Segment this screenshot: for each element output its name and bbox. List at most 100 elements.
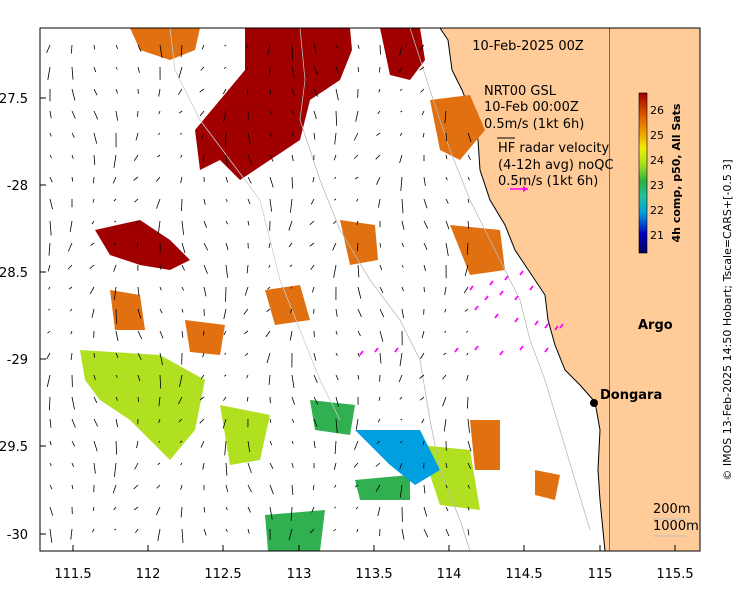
current-vector (398, 374, 403, 383)
current-vector (113, 286, 117, 301)
current-vector (313, 396, 319, 405)
current-vector (333, 528, 337, 532)
current-vector (247, 528, 250, 534)
current-vector (137, 352, 142, 360)
sst-patches (80, 28, 560, 551)
current-vector (334, 484, 337, 488)
current-vector (442, 374, 447, 380)
current-vector (378, 88, 381, 93)
current-vector (354, 440, 359, 450)
current-vector (357, 352, 360, 357)
current-vector (400, 110, 403, 113)
current-vector (70, 528, 73, 540)
current-vector (400, 418, 403, 421)
current-vector (379, 308, 385, 318)
current-vector (269, 198, 272, 212)
current-vector (309, 528, 315, 534)
current-vector (291, 396, 295, 405)
current-vector (113, 154, 117, 168)
current-vector (291, 374, 295, 389)
current-vector (180, 484, 183, 490)
current-vector (90, 242, 95, 246)
hf-vector (559, 323, 564, 329)
current-vector (378, 396, 381, 401)
current-vector (357, 374, 360, 380)
current-vector (155, 176, 161, 182)
current-vector (70, 44, 73, 54)
current-vector (133, 176, 139, 181)
current-vector (467, 396, 469, 409)
current-vector (399, 88, 403, 91)
current-vector (159, 352, 163, 366)
current-vector (335, 330, 338, 335)
dongara-marker[interactable] (590, 399, 598, 407)
current-vector (266, 308, 271, 313)
current-vector (70, 352, 73, 361)
current-vector (71, 396, 75, 410)
current-vector (289, 330, 293, 341)
contour-1000m (299, 28, 471, 551)
current-vector (223, 396, 227, 401)
current-vector (464, 308, 469, 312)
current-vector (225, 220, 228, 225)
hf-vector (359, 350, 364, 356)
current-vector (178, 418, 183, 423)
current-vector (269, 506, 273, 520)
current-vector (291, 154, 294, 162)
current-vector (47, 330, 51, 334)
sst-patch (265, 510, 325, 551)
current-vector (442, 396, 447, 407)
current-vector (375, 484, 381, 492)
current-vector (267, 44, 271, 56)
current-vector (180, 506, 183, 518)
current-vector (71, 418, 76, 428)
current-vector (466, 374, 469, 381)
current-vector (137, 330, 143, 340)
current-vector (49, 198, 53, 210)
current-vector (335, 396, 339, 407)
current-vector (114, 220, 117, 223)
current-vector (93, 440, 98, 452)
current-vector (71, 154, 74, 159)
current-vector (423, 528, 429, 538)
current-vector (137, 44, 142, 52)
current-vector (379, 44, 381, 55)
current-vector (224, 44, 227, 47)
hf-vector (534, 320, 539, 326)
current-vector (247, 484, 252, 493)
current-vector (225, 198, 228, 202)
current-vector (115, 330, 119, 342)
current-vector (113, 506, 117, 511)
current-vector (399, 44, 403, 57)
sst-patch (450, 225, 505, 275)
hf-vector (514, 317, 519, 323)
current-vector (49, 484, 53, 490)
current-vector (247, 132, 251, 145)
current-vector (444, 330, 447, 333)
current-vector (312, 484, 315, 491)
current-vector (115, 440, 118, 455)
current-vector (136, 242, 139, 248)
hf-label-3: 0.5m/s (1kt 6h) (498, 174, 598, 189)
current-vector (401, 308, 404, 319)
current-vector (420, 396, 425, 401)
current-vector (93, 66, 97, 73)
current-vector (133, 484, 139, 490)
colorbar-tick-label: 25 (650, 129, 664, 142)
current-vector (333, 154, 337, 161)
current-vector (156, 198, 161, 209)
hf-label-1: HF radar velocity (498, 141, 610, 156)
current-vector (268, 374, 271, 385)
current-vector (290, 286, 293, 289)
current-vector (353, 132, 359, 141)
current-vector (89, 264, 95, 270)
hf-vector (469, 285, 474, 291)
current-vector (377, 110, 381, 115)
current-vector (423, 198, 428, 209)
current-vector (312, 286, 315, 293)
current-vector (401, 242, 405, 248)
current-vector (356, 242, 359, 252)
current-vector (313, 44, 317, 54)
current-vector (401, 286, 404, 292)
current-vector (181, 528, 184, 544)
